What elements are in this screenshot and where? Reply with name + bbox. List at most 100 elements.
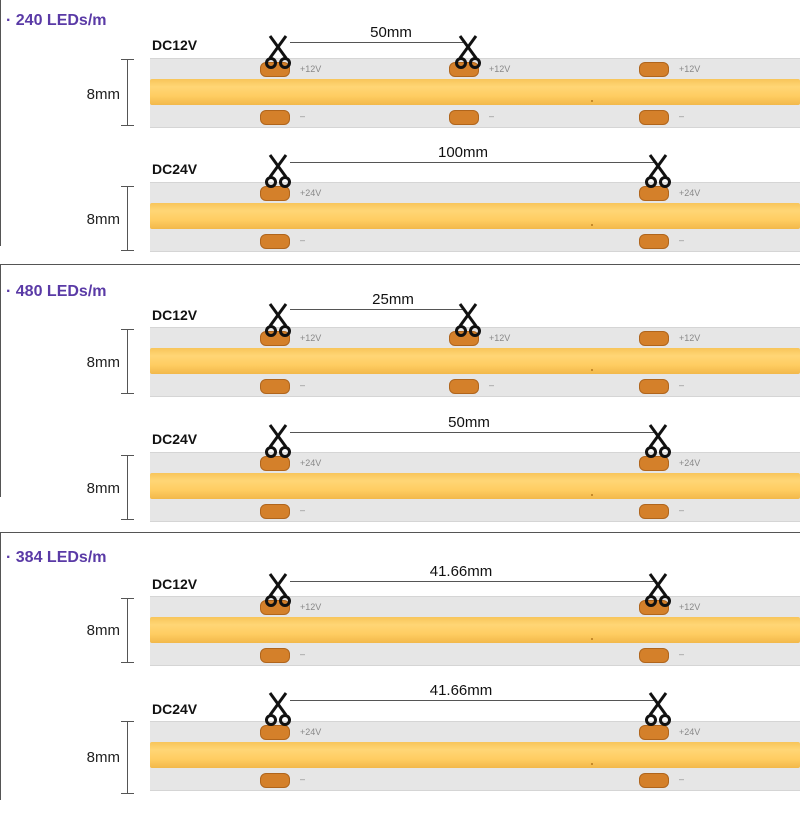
scissors-icon: [265, 692, 291, 726]
pad-voltage-label: +24V: [300, 188, 322, 198]
scissors-icon: [645, 692, 671, 726]
cut-distance-label: 100mm: [437, 144, 489, 161]
pad-voltage-label: +24V: [300, 727, 322, 737]
solder-pad: [639, 773, 669, 788]
solder-pad: [260, 234, 290, 249]
dimension-cap: [121, 662, 134, 663]
cut-distance-label: 41.66mm: [429, 682, 493, 699]
pad-voltage-label: +24V: [300, 458, 322, 468]
scissors-icon: [265, 35, 291, 69]
pad-voltage-label: +12V: [489, 64, 511, 74]
pad-minus-label: –: [300, 111, 306, 121]
section-title: · 480 LEDs/m: [6, 283, 107, 300]
scissors-icon: [455, 35, 481, 69]
component-mark: [591, 763, 593, 765]
solder-pad: [449, 379, 479, 394]
pad-minus-label: –: [679, 111, 685, 121]
cut-distance-line: [290, 42, 465, 43]
led-strip: +12V +12V +12V – – –: [150, 327, 800, 397]
component-mark: [591, 100, 593, 102]
led-strip-emitter: [150, 473, 800, 499]
solder-pad: [639, 725, 669, 740]
width-dimension-line: [127, 598, 128, 662]
cut-distance-line: [290, 700, 655, 701]
cut-distance-label: 50mm: [370, 24, 412, 41]
width-dimension-line: [127, 721, 128, 793]
strip-row: DC24V 8mm +24V +24V – – 50mm: [0, 414, 800, 551]
voltage-label: DC24V: [152, 161, 198, 177]
section-title: · 240 LEDs/m: [6, 12, 107, 29]
pad-minus-label: –: [679, 505, 685, 515]
solder-pad: [260, 725, 290, 740]
width-label: 8mm: [86, 211, 120, 228]
width-dimension-line: [127, 186, 128, 250]
pad-minus-label: –: [300, 380, 306, 390]
pad-voltage-label: +12V: [679, 333, 701, 343]
component-mark: [591, 369, 593, 371]
dimension-cap: [121, 598, 134, 599]
pad-minus-label: –: [300, 505, 306, 515]
strip-row: DC24V 8mm +24V +24V – – 100mm: [0, 144, 800, 281]
scissors-icon: [645, 573, 671, 607]
led-strip-emitter: [150, 79, 800, 105]
scissors-icon: [265, 303, 291, 337]
solder-pad: [639, 234, 669, 249]
section-border: [0, 533, 1, 800]
cut-distance-label: 41.66mm: [429, 563, 493, 580]
led-strip-emitter: [150, 203, 800, 229]
solder-pad: [639, 331, 669, 346]
led-strip-emitter: [150, 742, 800, 768]
solder-pad: [260, 773, 290, 788]
scissors-icon: [265, 424, 291, 458]
solder-pad: [260, 186, 290, 201]
led-strip: +24V +24V – –: [150, 182, 800, 252]
strip-row: DC24V 8mm +24V +24V – – 41.66mm: [0, 682, 800, 821]
strip-row: DC12V 8mm +12V +12V +12V – – – 50mm: [0, 24, 800, 157]
solder-pad: [260, 456, 290, 471]
section-title: · 384 LEDs/m: [6, 549, 107, 566]
cut-distance-line: [290, 162, 655, 163]
pad-voltage-label: +24V: [679, 727, 701, 737]
scissors-icon: [645, 424, 671, 458]
led-strip: +12V +12V – –: [150, 596, 800, 666]
pad-minus-label: –: [300, 235, 306, 245]
solder-pad: [449, 110, 479, 125]
dimension-cap: [121, 59, 134, 60]
pad-minus-label: –: [300, 649, 306, 659]
section-divider: [0, 264, 800, 265]
voltage-label: DC12V: [152, 307, 198, 323]
dimension-cap: [121, 721, 134, 722]
pad-minus-label: –: [489, 111, 495, 121]
voltage-label: DC12V: [152, 37, 198, 53]
pad-minus-label: –: [489, 380, 495, 390]
width-label: 8mm: [86, 86, 120, 103]
section-240: · 240 LEDs/m DC12V 8mm +12V +12V +12V – …: [0, 0, 800, 252]
pad-voltage-label: +12V: [679, 64, 701, 74]
solder-pad: [260, 110, 290, 125]
solder-pad: [260, 648, 290, 663]
solder-pad: [639, 504, 669, 519]
dimension-cap: [121, 519, 134, 520]
width-label: 8mm: [86, 622, 120, 639]
width-dimension-line: [127, 329, 128, 393]
led-strip-emitter: [150, 348, 800, 374]
voltage-label: DC12V: [152, 576, 198, 592]
width-dimension-line: [127, 455, 128, 519]
pad-minus-label: –: [679, 380, 685, 390]
scissors-icon: [265, 573, 291, 607]
dimension-cap: [121, 793, 134, 794]
pad-voltage-label: +12V: [300, 64, 322, 74]
scissors-icon: [265, 154, 291, 188]
section-border: [0, 0, 1, 246]
pad-minus-label: –: [679, 235, 685, 245]
component-mark: [591, 224, 593, 226]
cut-distance-line: [290, 309, 465, 310]
solder-pad: [639, 110, 669, 125]
dimension-cap: [121, 186, 134, 187]
led-strip: +12V +12V +12V – – –: [150, 58, 800, 128]
strip-row: DC12V 8mm +12V +12V – – 41.66mm: [0, 563, 800, 696]
component-mark: [591, 494, 593, 496]
solder-pad: [639, 62, 669, 77]
scissors-icon: [645, 154, 671, 188]
pad-voltage-label: +24V: [679, 188, 701, 198]
